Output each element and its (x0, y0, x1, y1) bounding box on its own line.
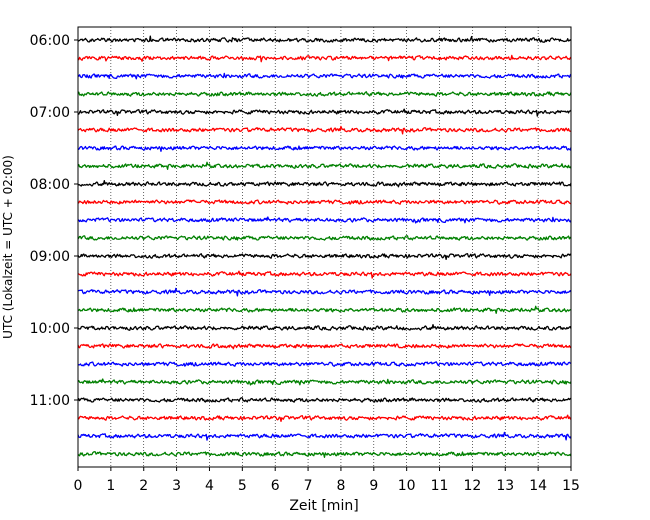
plot-background (78, 27, 571, 467)
trace-line (77, 179, 572, 188)
x-tick-label: 9 (369, 478, 378, 494)
x-tick-label: 5 (238, 478, 247, 494)
trace-line (78, 361, 571, 367)
x-tick-label: 14 (529, 478, 547, 494)
x-tick-label: 3 (172, 478, 181, 494)
x-tick-label: 7 (304, 478, 313, 494)
x-tick-label: 15 (562, 478, 580, 494)
y-tick-label: 11:00 (30, 393, 70, 409)
x-tick-label: 1 (106, 478, 115, 494)
x-tick-label: 8 (336, 478, 345, 494)
x-tick-label: 13 (496, 478, 514, 494)
trace-line (77, 431, 572, 441)
y-axis-label: UTC (Lokalzeit = UTC + 02:00) (1, 155, 15, 339)
trace-line (78, 199, 572, 205)
trace-line (77, 414, 572, 423)
trace-line (77, 378, 572, 386)
trace-line (77, 287, 572, 297)
trace-line (77, 270, 572, 279)
y-tick-label: 10:00 (30, 321, 70, 337)
trace-line (77, 343, 572, 350)
trace-line (77, 161, 572, 170)
trace-line (77, 108, 572, 117)
trace-line (77, 35, 572, 43)
trace-line (77, 72, 572, 80)
y-axis-ticks: 06:00 07:00 08:00 09:00 10:00 11:00 (30, 33, 78, 409)
trace-line (77, 125, 572, 135)
trace-line (77, 323, 572, 331)
trace-line (77, 145, 572, 152)
x-tick-label: 12 (463, 478, 481, 494)
y-tick-label: 06:00 (30, 33, 70, 49)
x-tick-label: 0 (74, 478, 83, 494)
y-tick-label: 07:00 (30, 105, 70, 121)
x-tick-label: 10 (398, 478, 416, 494)
x-tick-label: 11 (431, 478, 449, 494)
x-tick-label: 4 (205, 478, 214, 494)
plot-frame (77, 26, 572, 468)
trace-line (77, 397, 572, 403)
trace-line (78, 305, 572, 314)
x-tick-label: 6 (271, 478, 280, 494)
trace-line (77, 91, 572, 97)
x-axis-ticks: 0 1 2 3 4 5 6 7 8 9 10 11 12 13 14 15 (74, 467, 580, 494)
y-tick-label: 09:00 (30, 249, 70, 265)
y-tick-label: 08:00 (30, 177, 70, 193)
trace-line (77, 54, 572, 63)
trace-line (77, 253, 572, 261)
grid-lines (110, 27, 539, 467)
trace-line (77, 235, 572, 241)
trace-line (77, 216, 572, 224)
seismic-traces (77, 35, 572, 458)
x-axis-label: Zeit [min] (289, 498, 358, 514)
trace-line (77, 451, 572, 458)
x-tick-label: 2 (139, 478, 148, 494)
